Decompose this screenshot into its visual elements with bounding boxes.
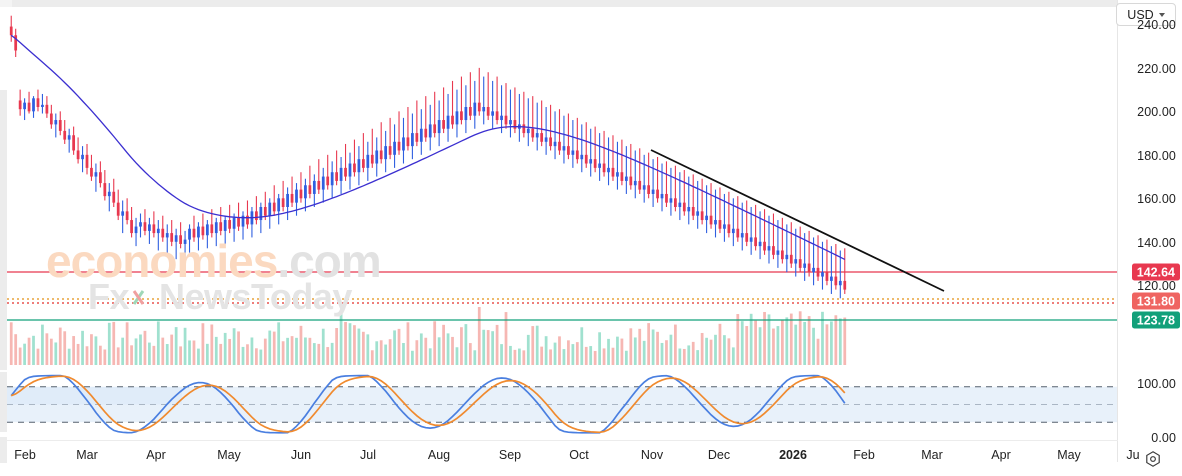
time-tick-label: Nov bbox=[640, 448, 664, 462]
price-tick-label: 240.00 bbox=[1137, 18, 1176, 33]
time-tick-label: Aug bbox=[427, 448, 451, 462]
time-axis[interactable]: Feb Mar Apr May Jun Jul Aug Sep Oct Nov Dec 2026 Feb… bbox=[0, 440, 1140, 476]
downtrend-line bbox=[650, 149, 945, 292]
price-tick-label: 180.00 bbox=[1137, 148, 1176, 163]
time-tick-label: Apr bbox=[991, 448, 1011, 462]
time-tick-label: 2026 bbox=[779, 448, 807, 462]
stochastic-tick-label: 0.00 bbox=[1151, 431, 1176, 445]
time-tick-label: Ju bbox=[1126, 448, 1140, 462]
time-tick-label: Mar bbox=[76, 448, 98, 462]
price-chart-svg bbox=[7, 15, 1118, 365]
stochastic-svg bbox=[7, 374, 1118, 434]
stochastic-plot[interactable] bbox=[7, 372, 1118, 437]
volume-bars bbox=[9, 307, 847, 365]
currency-selector[interactable]: USD bbox=[1116, 3, 1176, 26]
top-scroll-strip[interactable] bbox=[0, 0, 1182, 7]
price-tick-label: 120.00 bbox=[1137, 279, 1176, 294]
top-scroll-thumb[interactable] bbox=[0, 0, 12, 7]
chevron-down-icon bbox=[1158, 12, 1165, 17]
price-chart-plot[interactable] bbox=[7, 7, 1118, 370]
price-tick-label: 220.00 bbox=[1137, 61, 1176, 76]
price-tag[interactable]: 123.78 bbox=[1131, 311, 1180, 329]
time-tick-label: May bbox=[1057, 448, 1081, 462]
time-tick-label: Mar bbox=[921, 448, 943, 462]
candle-group bbox=[9, 15, 847, 299]
stochastic-k-line bbox=[10, 374, 846, 434]
time-tick-label: Sep bbox=[498, 448, 522, 462]
stochastic-d-line bbox=[10, 375, 846, 434]
time-tick-label: Jul bbox=[360, 448, 376, 462]
price-tick-label: 140.00 bbox=[1137, 235, 1176, 250]
price-tick-label: 160.00 bbox=[1137, 192, 1176, 207]
left-rail-main bbox=[0, 90, 7, 370]
time-tick-label: Feb bbox=[853, 448, 875, 462]
time-tick-label: Apr bbox=[146, 448, 166, 462]
time-tick-label: Jun bbox=[290, 448, 312, 462]
currency-label: USD bbox=[1127, 7, 1154, 22]
left-rail-sub bbox=[0, 372, 7, 432]
time-tick-label: Oct bbox=[569, 448, 589, 462]
time-tick-label: May bbox=[217, 448, 241, 462]
price-tick-label: 200.00 bbox=[1137, 105, 1176, 120]
time-tick-label: Feb bbox=[14, 448, 36, 462]
price-tag[interactable]: 142.64 bbox=[1131, 263, 1180, 281]
moving-average-line bbox=[10, 34, 846, 260]
settings-hex-icon[interactable] bbox=[1144, 450, 1162, 468]
left-rail-axis bbox=[0, 437, 7, 463]
price-axis[interactable]: USD 240.00 220.00 200.00 180.00 160.00 140.00… bbox=[1116, 0, 1182, 462]
price-tag[interactable]: 131.80 bbox=[1131, 292, 1180, 310]
stochastic-tick-label: 100.00 bbox=[1137, 377, 1176, 391]
time-tick-label: Dec bbox=[707, 448, 731, 462]
reference-lines bbox=[7, 271, 1118, 321]
